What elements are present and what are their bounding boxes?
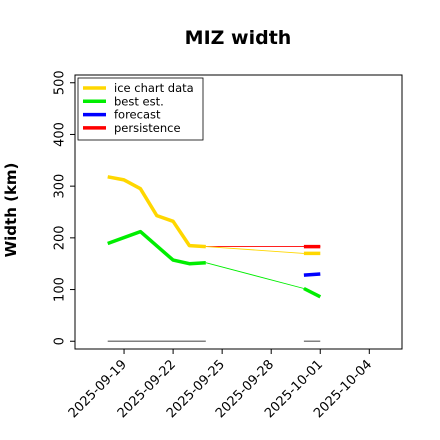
best-est-connector-line (205, 262, 305, 289)
y-axis-label: Width (km) (2, 163, 20, 258)
series-line-forecast (303, 272, 321, 277)
y-tick-label-100: 100 (53, 277, 68, 302)
series-line-ice-chart-data (107, 175, 206, 249)
y-tick-label-200: 200 (53, 225, 68, 250)
legend-label-2: forecast (114, 108, 161, 122)
legend-label-1: best est. (114, 94, 164, 108)
legend-label-3: persistence (114, 121, 181, 135)
y-tick-label-0: 0 (53, 337, 68, 345)
legend-label-0: ice chart data (114, 81, 194, 95)
series-line-best-est (107, 229, 206, 266)
plot-frame (74, 74, 403, 350)
chart-title: MIZ width (185, 27, 292, 49)
plot-area (107, 175, 322, 342)
y-tick-label-400: 400 (53, 122, 68, 147)
best-est-tail-line (303, 286, 322, 299)
y-tick-label-500: 500 (53, 70, 68, 95)
ice-chart-connector-line (205, 246, 304, 254)
y-tick-label-300: 300 (53, 174, 68, 199)
